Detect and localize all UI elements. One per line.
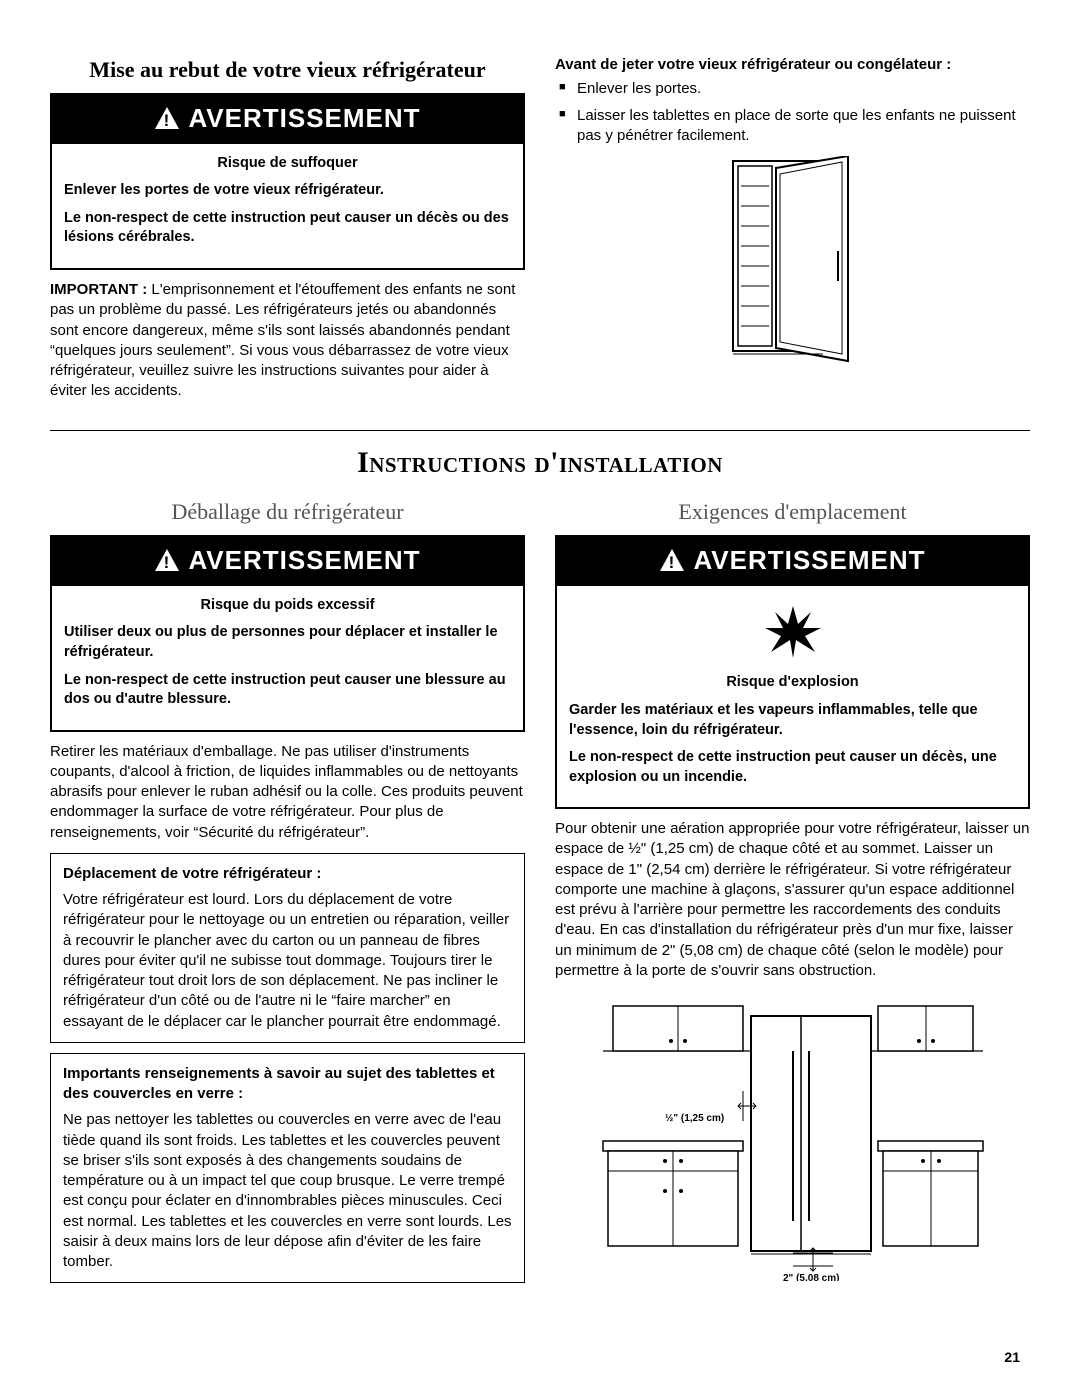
dim-back-label: 2" (5,08 cm)	[783, 1273, 839, 1281]
risk-line-2: Le non-respect de cette instruction peut…	[569, 748, 1016, 787]
warning-header-explosion: ! AVERTISSEMENT	[557, 537, 1028, 586]
glass-text: Ne pas nettoyer les tablettes ou couverc…	[63, 1110, 512, 1272]
top-right-col: Avant de jeter votre vieux réfrigérateur…	[555, 55, 1030, 412]
install-section: Déballage du réfrigérateur ! AVERTISSEME…	[50, 497, 1030, 1297]
location-heading: Exigences d'emplacement	[555, 497, 1030, 527]
dim-side-label: ½" (1,25 cm)	[665, 1113, 724, 1124]
moving-text: Votre réfrigérateur est lourd. Lors du d…	[63, 890, 512, 1032]
risk-title: Risque de suffoquer	[64, 154, 511, 174]
bullet-2: Laisser les tablettes en place de sorte …	[555, 106, 1030, 147]
important-text: L'emprisonnement et l'étouffement des en…	[50, 281, 515, 399]
risk-line-2: Le non-respect de cette instruction peut…	[64, 209, 511, 248]
before-disposal-heading: Avant de jeter votre vieux réfrigérateur…	[555, 55, 1030, 75]
fridge-illustration-top	[555, 156, 1030, 372]
warning-box-suffocation: ! AVERTISSEMENT Risque de suffoquer Enle…	[50, 93, 525, 270]
warning-header: ! AVERTISSEMENT	[52, 95, 523, 144]
warning-header-weight: ! AVERTISSEMENT	[52, 537, 523, 586]
top-left-col: Mise au rebut de votre vieux réfrigérate…	[50, 55, 525, 412]
warning-label: AVERTISSEMENT	[188, 101, 420, 136]
warning-box-explosion: ! AVERTISSEMENT Risque d'explosion Garde…	[555, 535, 1030, 809]
warning-body-weight: Risque du poids excessif Utiliser deux o…	[52, 586, 523, 730]
warning-triangle-icon: !	[659, 548, 685, 572]
bullet-1: Enlever les portes.	[555, 79, 1030, 99]
top-section: Mise au rebut de votre vieux réfrigérate…	[50, 55, 1030, 412]
svg-text:!: !	[164, 111, 171, 130]
disposal-heading: Mise au rebut de votre vieux réfrigérate…	[50, 55, 525, 85]
moving-title: Déplacement de votre réfrigérateur :	[63, 864, 512, 884]
divider-1	[50, 430, 1030, 431]
install-left-col: Déballage du réfrigérateur ! AVERTISSEME…	[50, 497, 525, 1297]
risk-line-1: Enlever les portes de votre vieux réfrig…	[64, 181, 511, 201]
unpack-paragraph: Retirer les matériaux d'emballage. Ne pa…	[50, 742, 525, 843]
glass-title: Importants renseignements à savoir au su…	[63, 1064, 512, 1105]
fridge-cabinet-illustration: ½" (1,25 cm) 2" (5,08 cm)	[555, 991, 1030, 1287]
moving-box: Déplacement de votre réfrigérateur : Vot…	[50, 853, 525, 1043]
page-number: 21	[1004, 1348, 1020, 1367]
install-right-col: Exigences d'emplacement ! AVERTISSEMENT …	[555, 497, 1030, 1297]
warning-body: Risque de suffoquer Enlever les portes d…	[52, 144, 523, 268]
glass-box: Importants renseignements à savoir au su…	[50, 1053, 525, 1284]
unpack-heading: Déballage du réfrigérateur	[50, 497, 525, 527]
risk-title: Risque d'explosion	[569, 673, 1016, 693]
location-paragraph: Pour obtenir une aération appropriée pou…	[555, 819, 1030, 981]
svg-text:!: !	[164, 553, 171, 572]
risk-line-1: Garder les matériaux et les vapeurs infl…	[569, 701, 1016, 740]
risk-line-2: Le non-respect de cette instruction peut…	[64, 671, 511, 710]
explosion-icon	[569, 604, 1016, 666]
risk-title: Risque du poids excessif	[64, 596, 511, 616]
important-paragraph: IMPORTANT : L'emprisonnement et l'étouff…	[50, 280, 525, 402]
disposal-bullets: Enlever les portes. Laisser les tablette…	[555, 79, 1030, 146]
risk-line-1: Utiliser deux ou plus de personnes pour …	[64, 623, 511, 662]
warning-label: AVERTISSEMENT	[693, 543, 925, 578]
svg-text:!: !	[669, 553, 676, 572]
important-label: IMPORTANT :	[50, 281, 147, 298]
warning-triangle-icon: !	[154, 106, 180, 130]
warning-triangle-icon: !	[154, 548, 180, 572]
install-section-title: Instructions d'installation	[50, 443, 1030, 484]
warning-body-explosion: Risque d'explosion Garder les matériaux …	[557, 586, 1028, 807]
warning-label: AVERTISSEMENT	[188, 543, 420, 578]
warning-box-weight: ! AVERTISSEMENT Risque du poids excessif…	[50, 535, 525, 732]
